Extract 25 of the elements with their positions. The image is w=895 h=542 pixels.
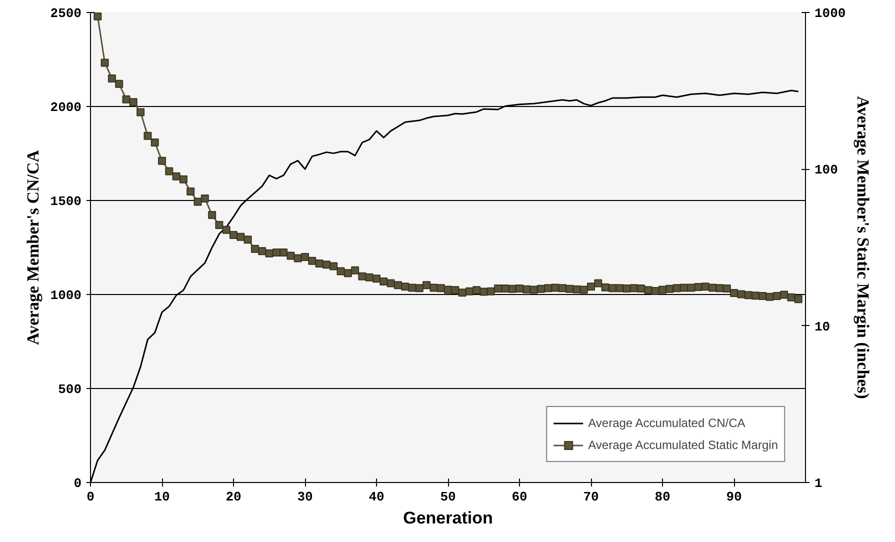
legend-label: Average Accumulated CN/CA: [588, 416, 746, 430]
x-tick-label: 80: [654, 490, 670, 504]
x-tick-label: 10: [154, 490, 170, 504]
x-tick-label: 0: [86, 490, 95, 504]
x-tick-label: 70: [583, 490, 599, 504]
x-tick-label: 60: [512, 490, 528, 504]
x-tick-label: 20: [226, 490, 242, 504]
y2-tick-label: 10: [814, 319, 830, 334]
y-tick-label: 2000: [50, 100, 82, 115]
y2-tick-label: 1000: [814, 6, 846, 21]
y2-axis-title: Average Member's Static Margin (inches): [854, 96, 873, 399]
x-tick-label: 40: [368, 490, 384, 504]
y2-tick-label: 1: [814, 476, 822, 491]
y-tick-label: 500: [58, 382, 82, 397]
y-tick-label: 2500: [50, 6, 82, 21]
y-tick-label: 1000: [50, 288, 82, 303]
x-axis-title: Generation: [403, 508, 493, 528]
x-tick-label: 90: [726, 490, 742, 504]
y-tick-label: 0: [74, 476, 82, 491]
x-tick-label: 30: [297, 490, 313, 504]
y-axis-title: Average Member's CN/CA: [23, 149, 42, 346]
legend-label: Average Accumulated Static Margin: [588, 438, 778, 452]
y-tick-label: 1500: [50, 194, 82, 209]
y2-tick-label: 100: [814, 162, 838, 178]
x-tick-label: 50: [440, 490, 456, 504]
